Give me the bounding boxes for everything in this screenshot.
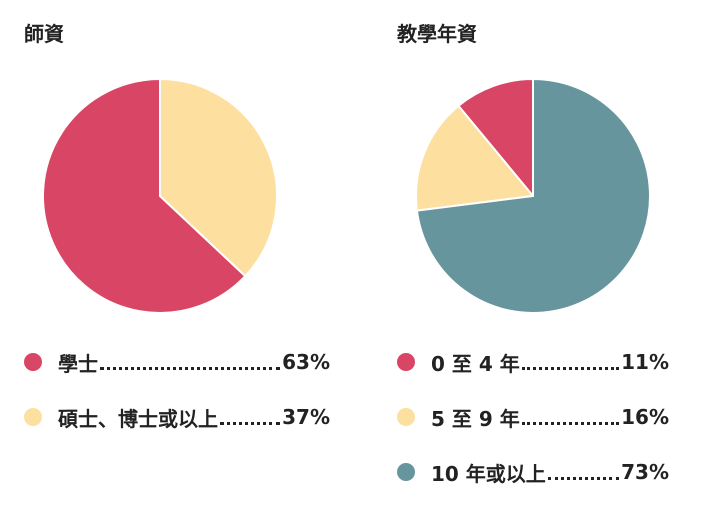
legend-swatch	[397, 463, 415, 481]
legend-item: 碩士、博士或以上 37%	[24, 402, 330, 432]
leader	[100, 366, 281, 370]
chart-title: 教學年資	[397, 22, 477, 46]
legend-swatch	[24, 353, 42, 371]
legend-label: 5 至 9 年	[431, 406, 520, 431]
value-label: 16%	[621, 405, 669, 429]
value-label: 37%	[282, 405, 330, 429]
pie-slice	[415, 77, 651, 314]
legend-label: 10 年或以上	[431, 461, 546, 486]
pie-slice	[159, 77, 278, 278]
legend-label: 0 至 4 年	[431, 351, 520, 376]
legend-swatch	[397, 408, 415, 426]
legend-label: 學士	[58, 351, 98, 376]
value-label: 73%	[621, 460, 669, 484]
chart-title: 師資	[24, 22, 64, 46]
leader	[220, 421, 281, 425]
leader	[521, 366, 620, 370]
legend-item: 學士 63%	[24, 347, 330, 377]
legend-item: 10 年或以上 73%	[397, 457, 669, 487]
legend-swatch	[397, 353, 415, 371]
leader	[547, 476, 620, 480]
value-label: 11%	[621, 350, 669, 374]
legend-item: 5 至 9 年 16%	[397, 402, 669, 432]
pie-slice	[415, 104, 535, 212]
pie-slice	[42, 77, 247, 314]
pie-slice	[457, 77, 534, 199]
leader	[521, 421, 620, 425]
legend-item: 0 至 4 年 11%	[397, 347, 669, 377]
value-label: 63%	[282, 350, 330, 374]
legend-swatch	[24, 408, 42, 426]
legend-label: 碩士、博士或以上	[58, 406, 218, 431]
